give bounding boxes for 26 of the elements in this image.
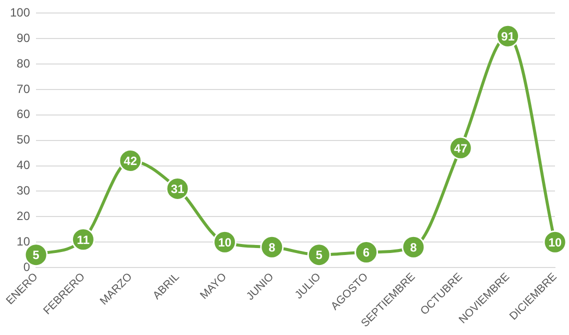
data-label: 8 xyxy=(410,240,418,254)
y-tick-label: 50 xyxy=(16,132,30,147)
data-label: 10 xyxy=(218,235,232,250)
y-tick-label: 0 xyxy=(23,260,30,274)
data-label: 31 xyxy=(170,182,185,196)
y-tick-label: 30 xyxy=(16,184,30,198)
y-tick-label: 10 xyxy=(16,234,30,248)
data-label: 47 xyxy=(454,141,468,156)
y-tick-label: 60 xyxy=(16,107,30,122)
y-tick-label: 100 xyxy=(10,6,30,20)
y-tick-label: 20 xyxy=(16,208,30,223)
data-label: 6 xyxy=(362,246,370,260)
data-label: 42 xyxy=(124,154,138,168)
data-label: 8 xyxy=(268,240,276,254)
y-tick-label: 40 xyxy=(16,158,30,172)
y-tick-label: 90 xyxy=(16,30,30,45)
data-label: 10 xyxy=(548,235,562,250)
data-label: 5 xyxy=(32,248,40,262)
y-tick-label: 70 xyxy=(16,82,30,96)
data-label: 11 xyxy=(76,232,90,247)
data-label: 91 xyxy=(501,29,515,44)
y-tick-label: 80 xyxy=(16,56,30,70)
point xyxy=(307,243,331,267)
point xyxy=(402,235,426,259)
point xyxy=(260,235,284,259)
data-label: 5 xyxy=(316,248,323,262)
